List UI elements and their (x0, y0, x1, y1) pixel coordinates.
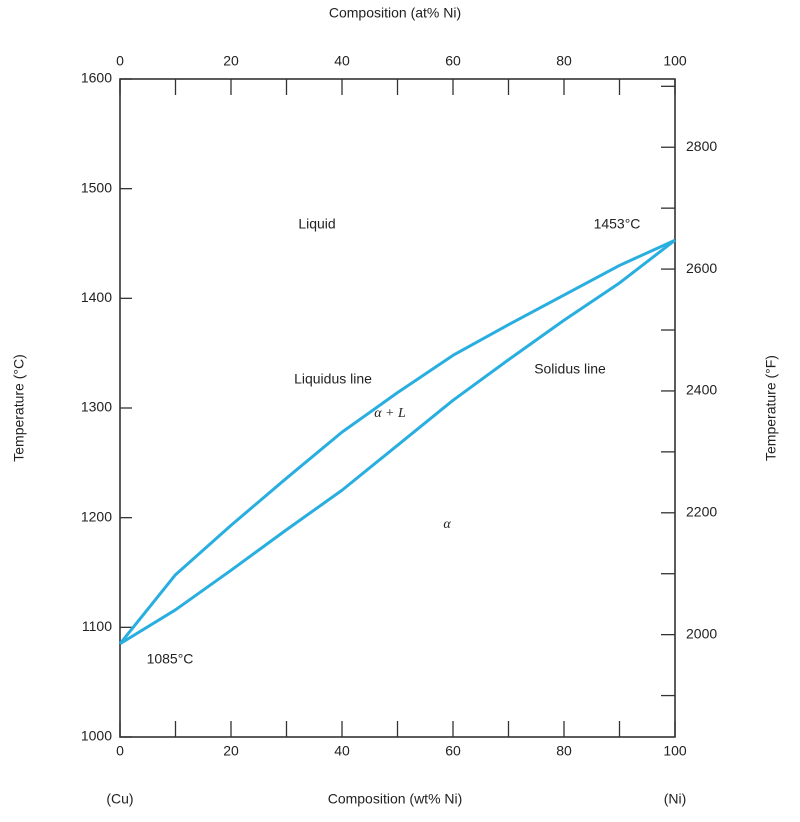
y-axis-title: Temperature (°C) (11, 354, 27, 462)
y2-tick-label: 2400 (686, 382, 717, 398)
x-tick-label: 0 (116, 743, 124, 759)
top-tick-label: 0 (116, 53, 124, 69)
phase-line (118, 238, 676, 645)
y2-tick-label: 2000 (686, 625, 717, 641)
top-tick-label: 60 (445, 53, 461, 69)
y-tick-label: 1200 (81, 508, 112, 524)
annotation: 1085°C (147, 651, 194, 667)
x-tick-label: 60 (445, 743, 461, 759)
y2-tick-label: 2800 (686, 138, 717, 154)
y-tick-label: 1600 (81, 70, 112, 86)
x-axis-title: Composition (wt% Ni) (328, 791, 463, 807)
top-tick-label: 40 (334, 53, 350, 69)
annotation: α + L (374, 406, 406, 421)
x-tick-label: 40 (334, 743, 350, 759)
y-tick-label: 1000 (81, 728, 112, 744)
top-tick-label: 80 (556, 53, 572, 69)
x-tick-label: 20 (223, 743, 239, 759)
series-label: Liquidus line (294, 371, 372, 387)
annotation: Liquid (298, 216, 335, 232)
y2-tick-label: 2600 (686, 260, 717, 276)
series-label: Solidus line (534, 361, 606, 377)
x-end-label: (Ni) (664, 791, 687, 807)
top-tick-label: 20 (223, 53, 239, 69)
x-tick-label: 100 (663, 743, 687, 759)
x-end-label: (Cu) (106, 791, 133, 807)
phase-line (119, 239, 676, 646)
y-tick-label: 1400 (81, 289, 112, 305)
annotation: α (443, 517, 451, 532)
y2-axis-title: Temperature (°F) (763, 355, 779, 461)
y-tick-label: 1500 (81, 179, 112, 195)
y-tick-label: 1100 (82, 618, 112, 634)
annotation: 1453°C (594, 216, 641, 232)
y2-tick-label: 2200 (686, 503, 717, 519)
y-tick-label: 1300 (81, 399, 112, 415)
top-axis-title: Composition (at% Ni) (329, 5, 461, 21)
x-tick-label: 80 (556, 743, 572, 759)
top-tick-label: 100 (663, 53, 687, 69)
